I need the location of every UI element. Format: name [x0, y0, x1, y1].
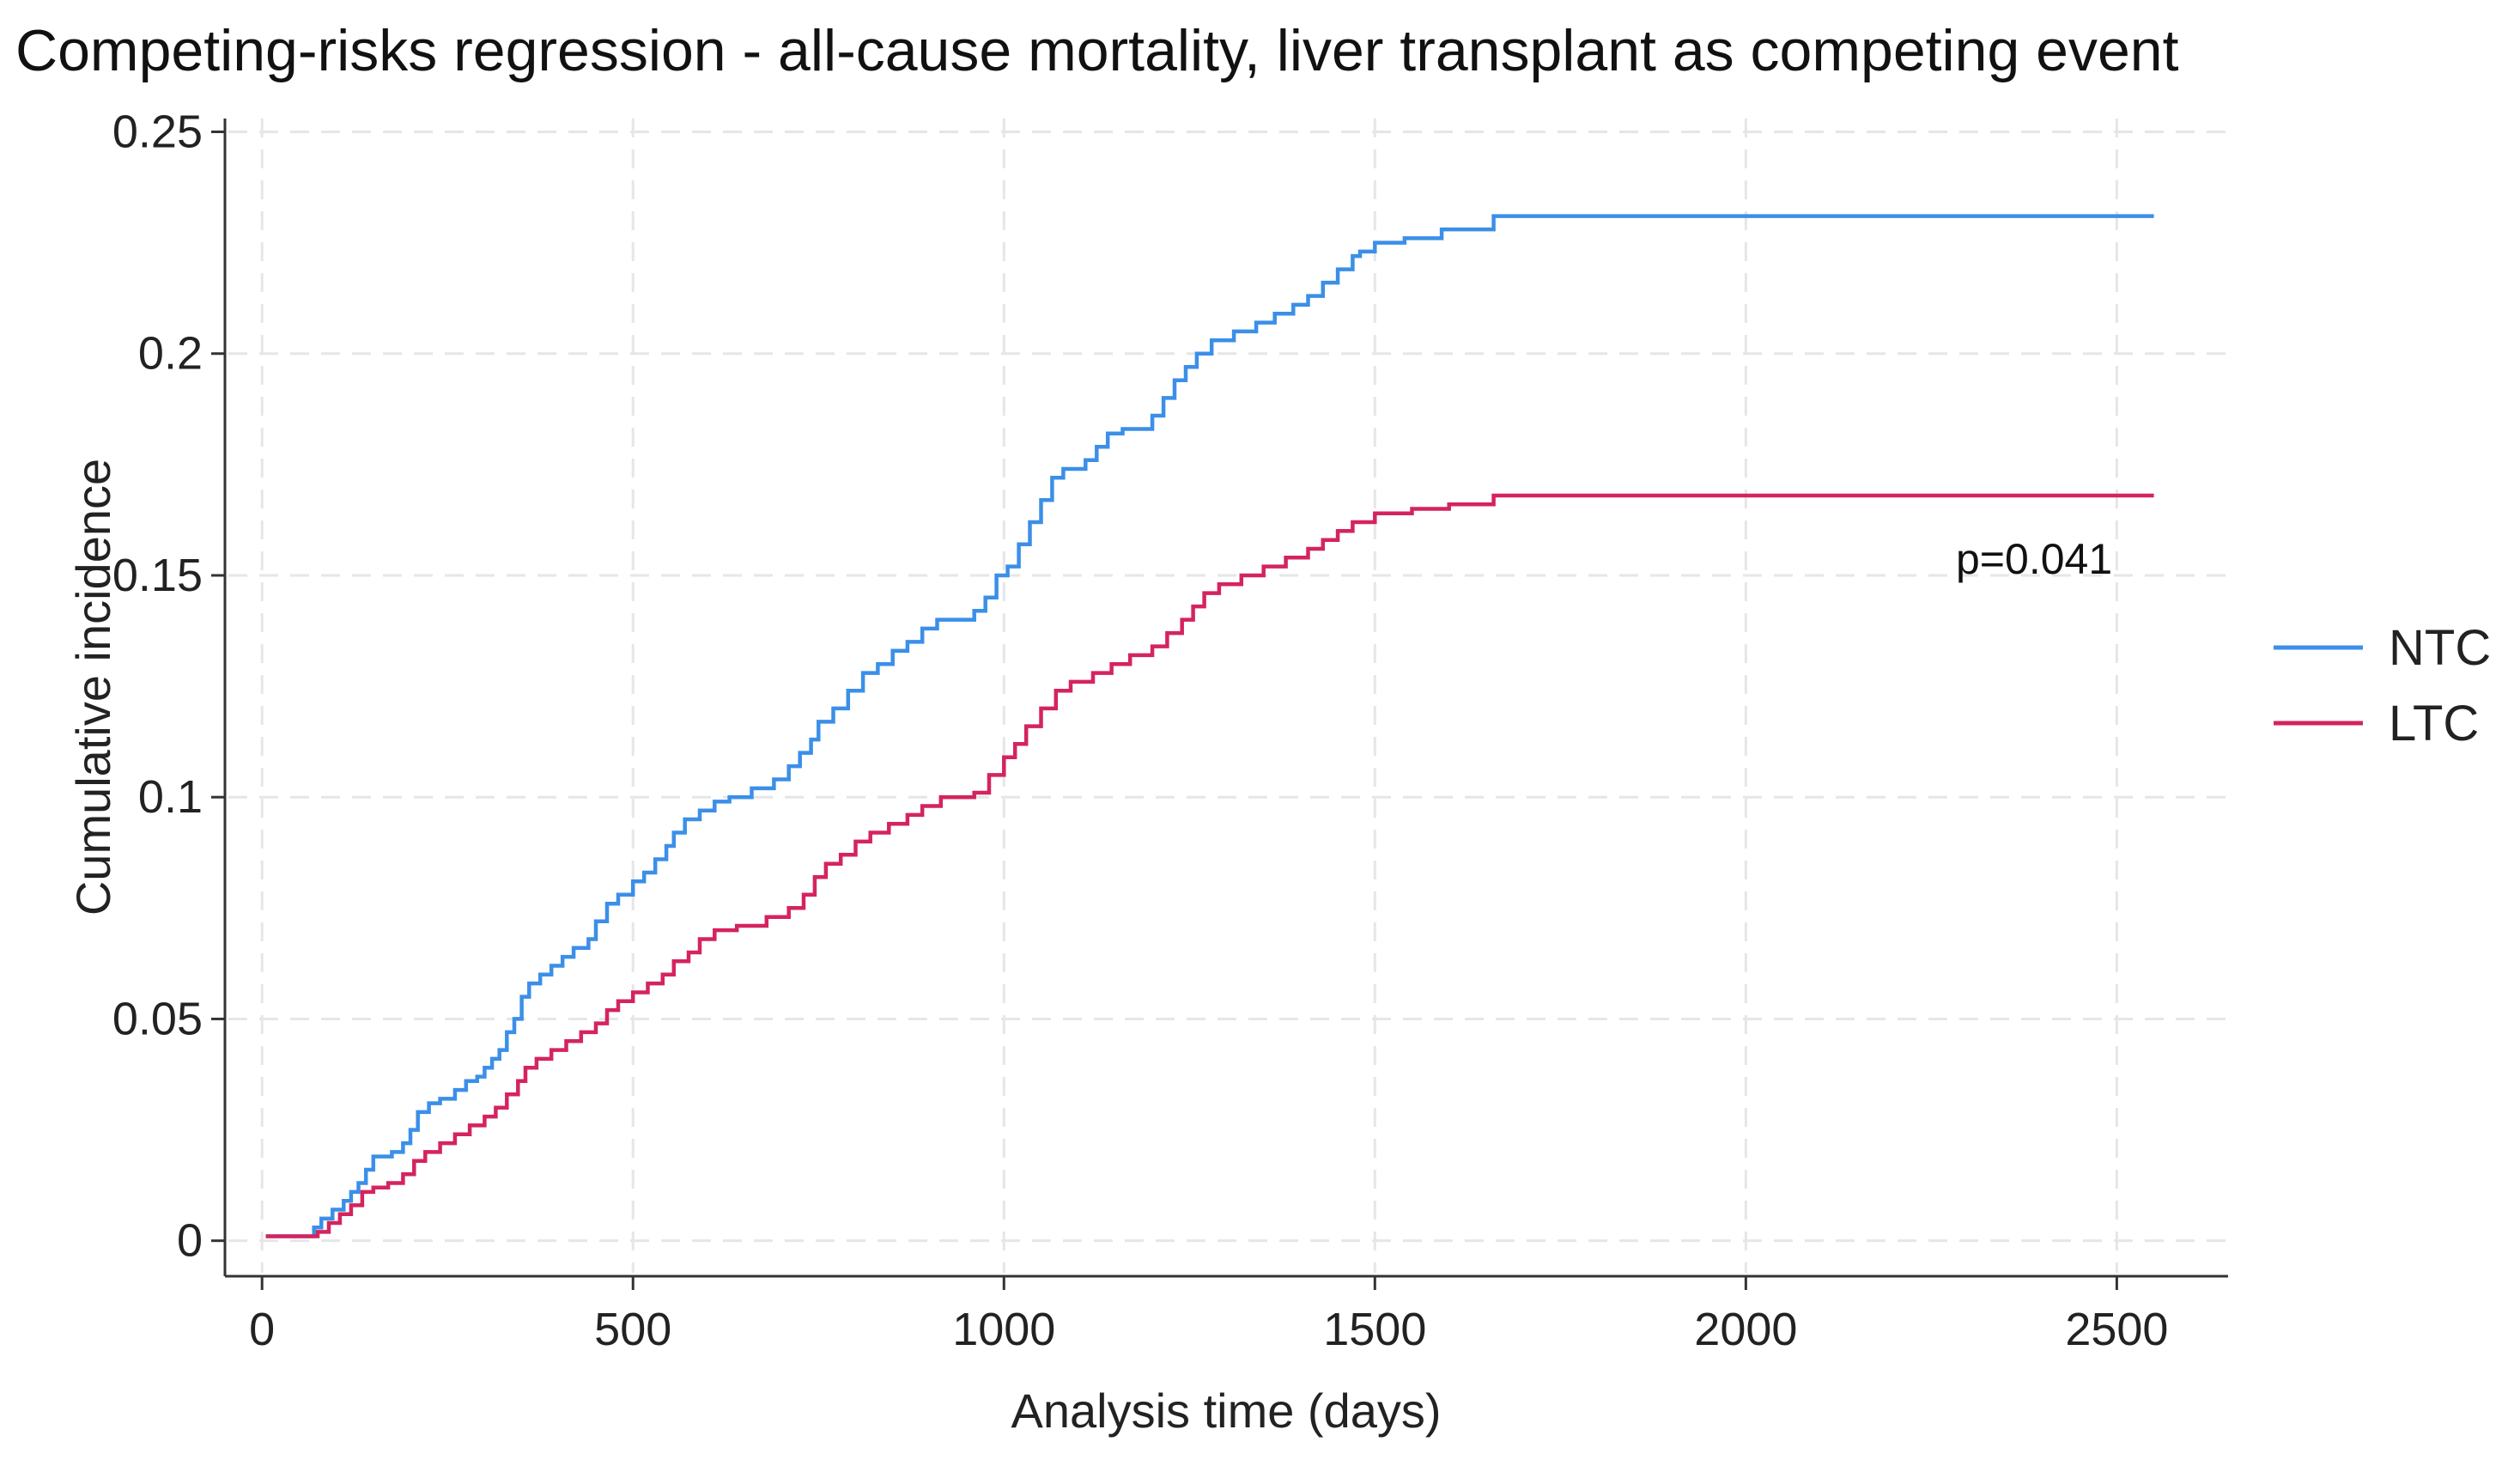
- x-tick-label: 500: [594, 1304, 671, 1355]
- axes: [223, 119, 2228, 1278]
- legend-label-ltc: LTC: [2389, 696, 2479, 751]
- legend-label-ntc: NTC: [2389, 620, 2491, 676]
- chart-title: Competing-risks regression - all-cause m…: [15, 18, 2179, 83]
- x-tick-label: 1000: [952, 1304, 1055, 1355]
- series-lines: [265, 214, 2154, 1238]
- ticks: 0 0.05 0.1 0.15 0.2 0.25 0 500 1000 1500 2000 2500: [112, 106, 2169, 1355]
- y-tick-label: 0.15: [112, 550, 203, 601]
- y-tick-label: 0.25: [112, 106, 203, 157]
- y-tick-label: 0.2: [138, 328, 203, 380]
- x-tick-label: 0: [249, 1304, 275, 1355]
- x-tick-label: 1500: [1323, 1304, 1426, 1355]
- x-tick-label: 2500: [2065, 1304, 2168, 1355]
- y-tick-label: 0.05: [112, 993, 203, 1044]
- legend: NTC LTC: [2274, 620, 2491, 751]
- y-axis-title: Cumulative incidence: [66, 459, 120, 916]
- p-value-annotation: p=0.041: [1956, 535, 2112, 583]
- grid: [228, 119, 2228, 1273]
- x-tick-label: 2000: [1694, 1304, 1797, 1355]
- series-line-ltc: [265, 493, 2154, 1238]
- x-axis-title: Analysis time (days): [1011, 1384, 1441, 1438]
- y-tick-label: 0.1: [138, 771, 203, 823]
- series-line-ntc: [265, 214, 2154, 1238]
- y-tick-label: 0: [177, 1215, 203, 1267]
